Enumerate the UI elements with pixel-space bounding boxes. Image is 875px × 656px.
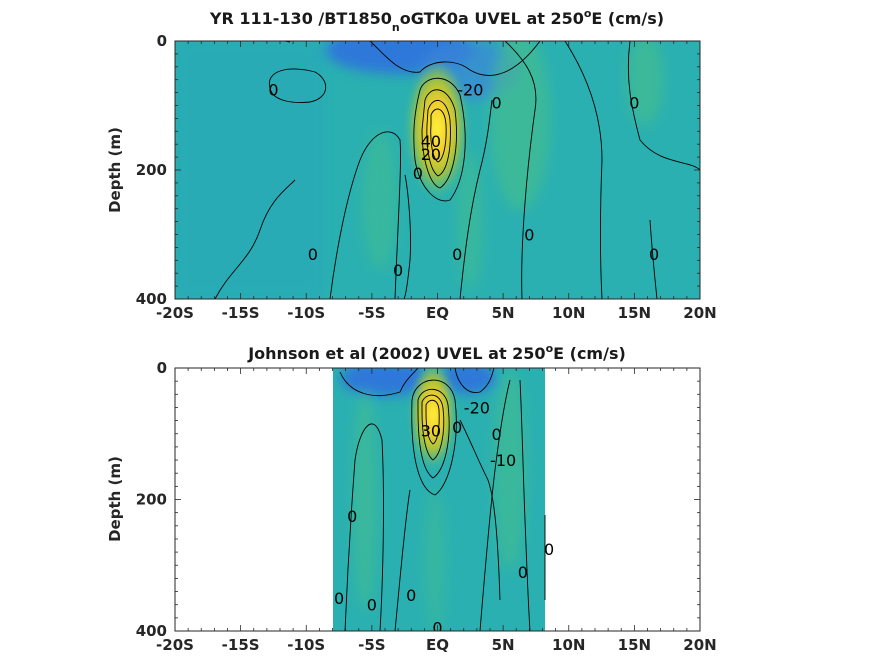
y-tick-label: 0: [157, 359, 167, 377]
x-tick-label: -5S: [358, 304, 385, 322]
x-tick-label: 10N: [552, 304, 585, 322]
contour-label: 0: [518, 563, 528, 582]
x-tick-label: -20S: [156, 636, 194, 654]
x-tick-label: -10S: [287, 304, 325, 322]
contour-label: -20: [457, 80, 483, 99]
y-tick-label: 400: [136, 290, 167, 308]
x-axis: -20S -15S -10S -5S EQ 5N 10N 15N 20N: [156, 41, 717, 322]
y-tick-label: 200: [136, 161, 167, 179]
contour-label: 0: [413, 164, 423, 183]
x-tick-label: 5N: [492, 636, 515, 654]
y-tick-label: 200: [136, 491, 167, 509]
x-tick-label: 15N: [618, 636, 651, 654]
x-tick-label: 10N: [552, 636, 585, 654]
contour-label: 0: [432, 619, 442, 638]
contour-label: -10: [490, 451, 516, 470]
x-axis: -20S -15S -10S -5S EQ 5N 10N 15N 20N: [156, 368, 717, 654]
panel-model: YR 111-130 /BT1850noGTK0a UVEL at 250oE …: [106, 7, 717, 322]
contour-lines: [339, 368, 546, 631]
contour-label: 0: [544, 540, 554, 559]
contour-label: 40: [421, 132, 441, 151]
jet-core: [405, 63, 469, 207]
y-axis: 0 200 400: [136, 359, 700, 640]
x-tick-label: 20N: [683, 304, 716, 322]
field-shading: [175, 41, 663, 299]
field-shading: [340, 368, 526, 630]
x-tick-label: 5N: [492, 304, 515, 322]
y-axis-label: Depth (m): [106, 127, 124, 213]
x-tick-label: -15S: [222, 636, 260, 654]
contour-label: 20: [421, 145, 441, 164]
jet-core: [409, 368, 457, 475]
y-tick-label: 0: [157, 32, 167, 50]
contour-label: -20: [464, 398, 490, 417]
contour-label: 0: [629, 93, 639, 112]
contour-label: 0: [334, 589, 344, 608]
contour-label: 30: [421, 421, 441, 440]
y-tick-label: 400: [136, 622, 167, 640]
contour-label: 0: [452, 418, 462, 437]
contour-label: 0: [524, 226, 534, 245]
contour-label: 0: [268, 80, 278, 99]
x-tick-label: 15N: [618, 304, 651, 322]
chart-title: YR 111-130 /BT1850noGTK0a UVEL at 250oE …: [209, 7, 664, 34]
y-axis-label: Depth (m): [106, 456, 124, 542]
contour-label: 0: [367, 596, 377, 615]
x-tick-label: 20N: [683, 636, 716, 654]
contour-label: 0: [452, 245, 462, 264]
contour-label: 0: [308, 245, 318, 264]
contour-label: 0: [393, 261, 403, 280]
contour-label: 0: [406, 586, 416, 605]
contour-label: 0: [649, 245, 659, 264]
contour-label: 0: [347, 507, 357, 526]
x-tick-label: -20S: [156, 304, 194, 322]
x-tick-label: EQ: [426, 636, 449, 654]
x-tick-label: -10S: [287, 636, 325, 654]
x-tick-label: -5S: [358, 636, 385, 654]
x-tick-label: -15S: [222, 304, 260, 322]
chart-title: Johnson et al (2002) UVEL at 250oE (cm/s…: [247, 342, 626, 363]
contour-label: 0: [491, 425, 501, 444]
contour-label: 0: [491, 93, 501, 112]
x-tick-label: EQ: [426, 304, 449, 322]
panel-observations: Johnson et al (2002) UVEL at 250oE (cm/s…: [106, 342, 717, 654]
contour-lines: [214, 41, 700, 299]
